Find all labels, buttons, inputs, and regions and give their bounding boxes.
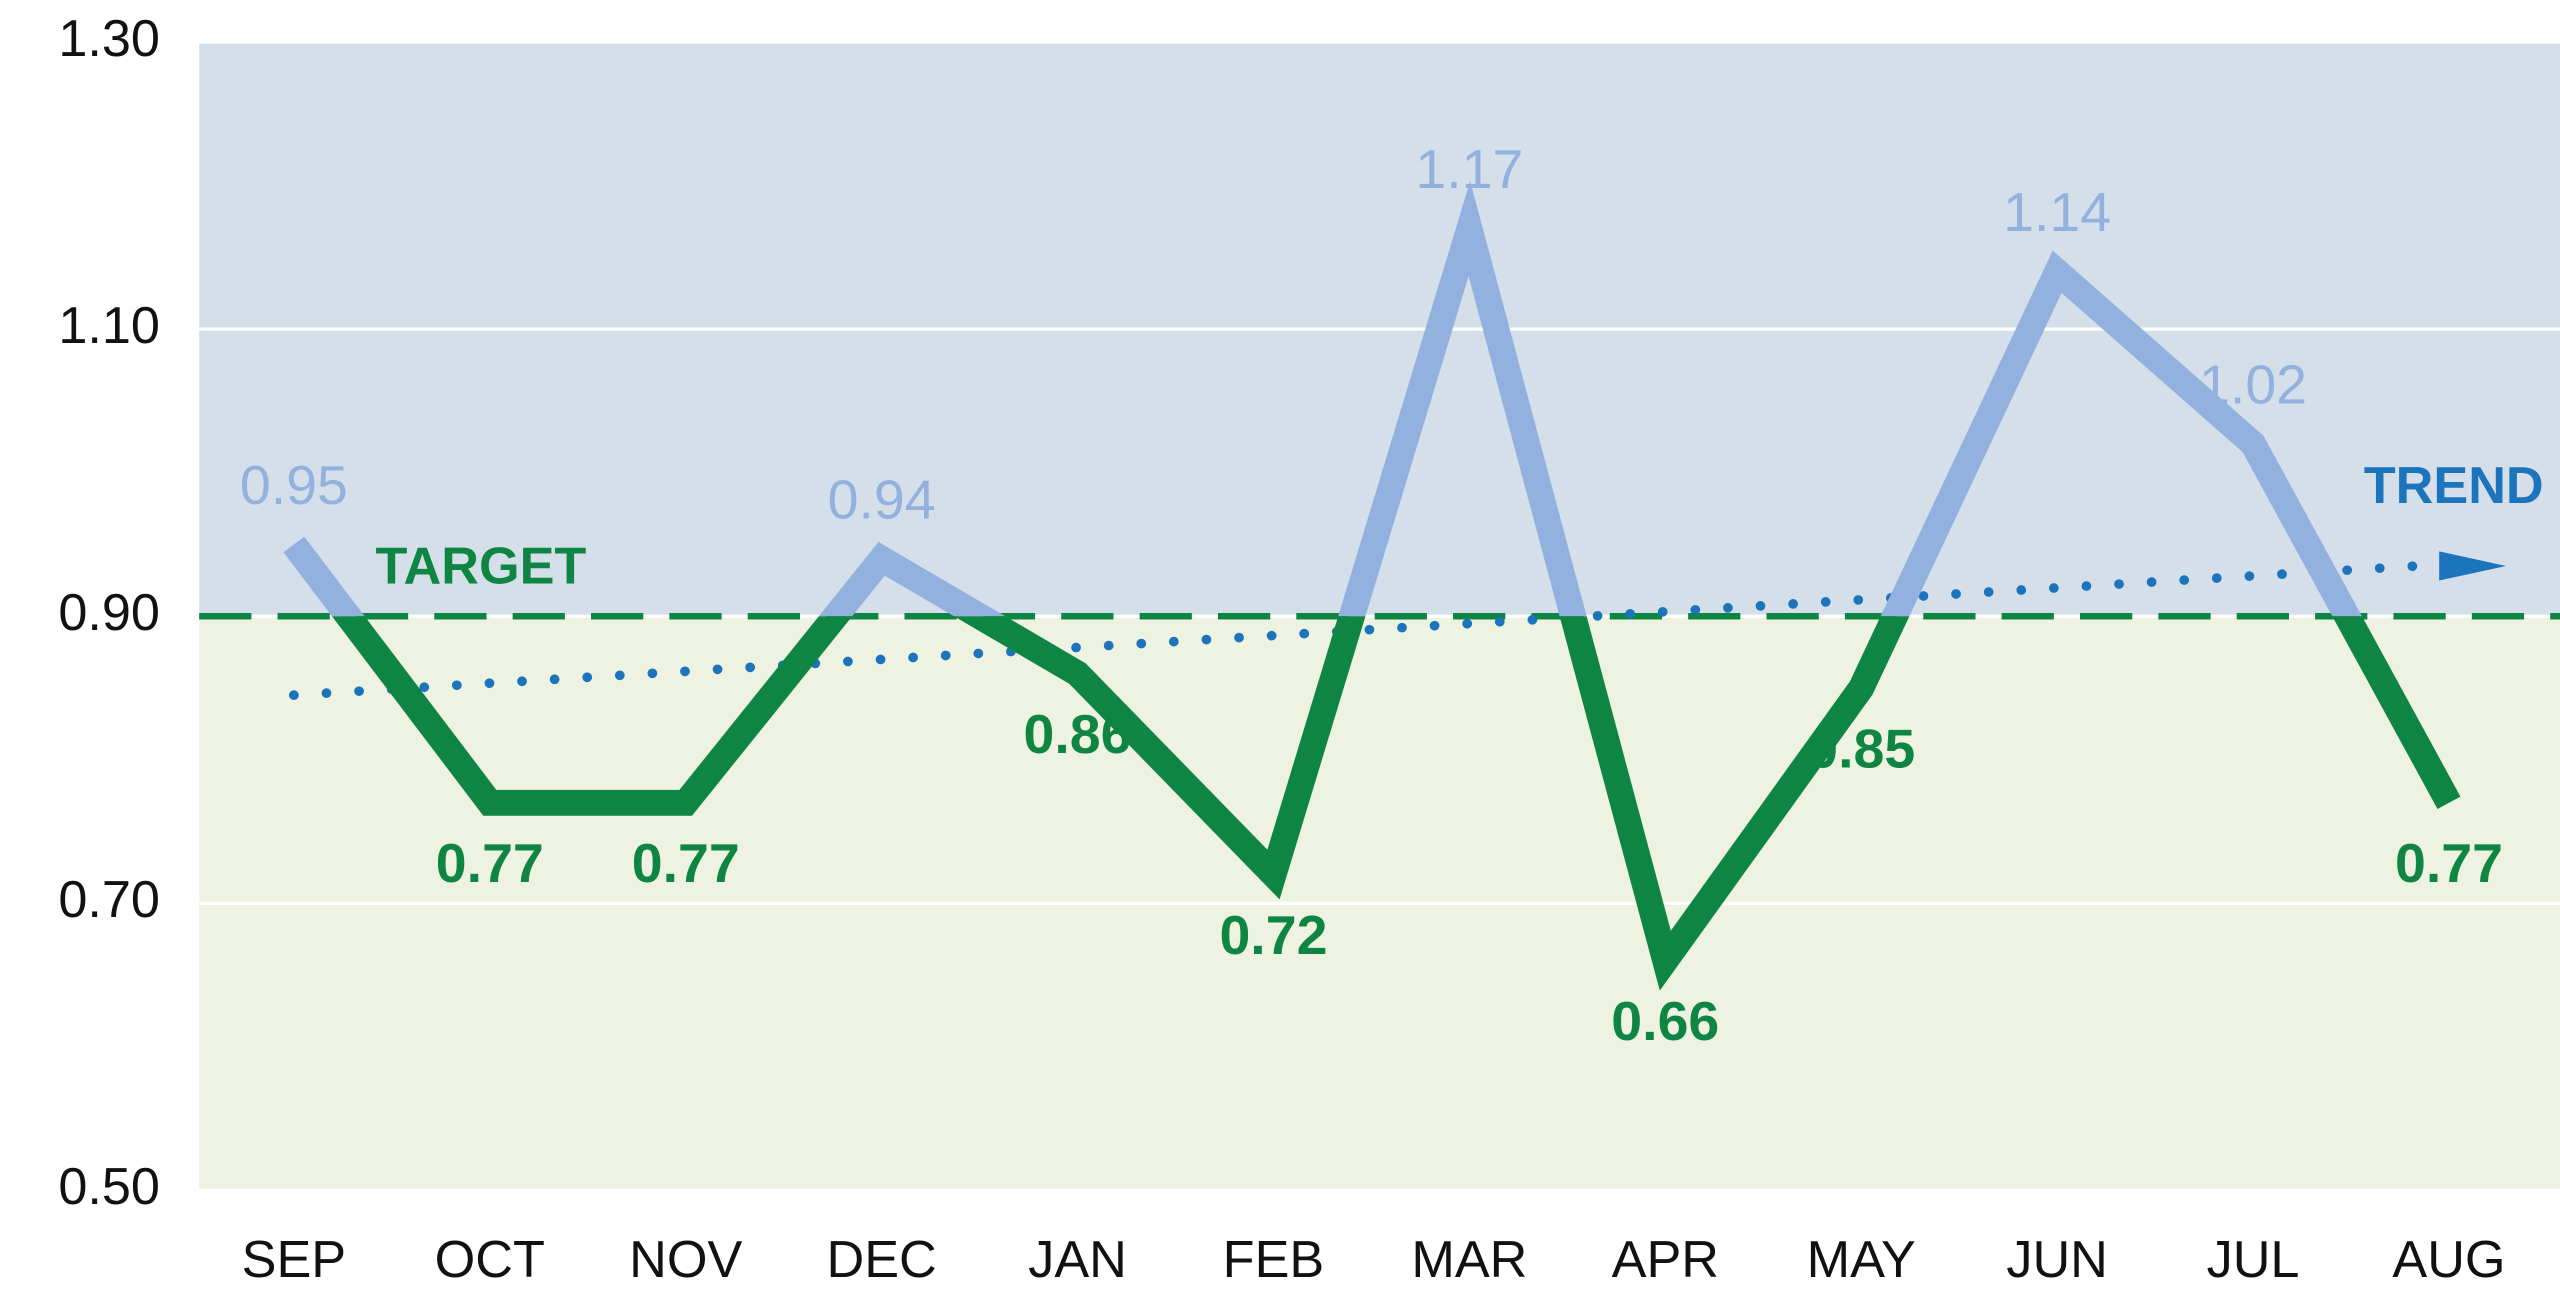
value-label: 0.85 bbox=[1807, 717, 1915, 779]
value-label: 0.66 bbox=[1611, 990, 1719, 1052]
x-tick-label: JUN bbox=[2006, 1231, 2108, 1289]
value-label: 0.86 bbox=[1024, 703, 1132, 765]
line-above-target bbox=[283, 181, 2362, 617]
y-tick-label: 0.90 bbox=[58, 584, 160, 642]
x-tick-label: OCT bbox=[435, 1231, 545, 1289]
target-label: TARGET bbox=[376, 538, 587, 596]
x-tick-label: FEB bbox=[1223, 1231, 1325, 1289]
value-label: 0.77 bbox=[436, 832, 544, 894]
value-label: 1.17 bbox=[1415, 138, 1523, 200]
x-tick-label: NOV bbox=[629, 1231, 742, 1289]
value-label: 0.72 bbox=[1219, 904, 1327, 966]
value-label: 0.77 bbox=[632, 832, 740, 894]
x-tick-label: JUL bbox=[2207, 1231, 2300, 1289]
value-label: 1.02 bbox=[2199, 354, 2307, 416]
y-tick-label: 0.70 bbox=[58, 871, 160, 929]
line-below-target bbox=[331, 616, 2461, 991]
x-tick-label: JAN bbox=[1028, 1231, 1127, 1289]
y-tick-label: 1.10 bbox=[58, 297, 160, 355]
x-tick-label: APR bbox=[1612, 1231, 1719, 1289]
y-tick-label: 1.30 bbox=[58, 10, 160, 68]
x-tick-label: AUG bbox=[2392, 1231, 2505, 1289]
x-tick-label: MAY bbox=[1807, 1231, 1916, 1289]
trend-arrow bbox=[2439, 551, 2507, 581]
trend-line bbox=[288, 561, 2422, 701]
trend-label: TREND bbox=[2364, 457, 2544, 515]
value-label: 0.94 bbox=[828, 468, 936, 530]
value-label: 0.95 bbox=[240, 454, 348, 516]
x-tick-label: DEC bbox=[826, 1231, 936, 1289]
value-label: 0.77 bbox=[2395, 832, 2503, 894]
y-tick-label: 0.50 bbox=[58, 1158, 160, 1216]
value-label: 1.14 bbox=[2003, 181, 2111, 243]
x-tick-label: SEP bbox=[242, 1231, 347, 1289]
x-tick-label: MAR bbox=[1411, 1231, 1527, 1289]
